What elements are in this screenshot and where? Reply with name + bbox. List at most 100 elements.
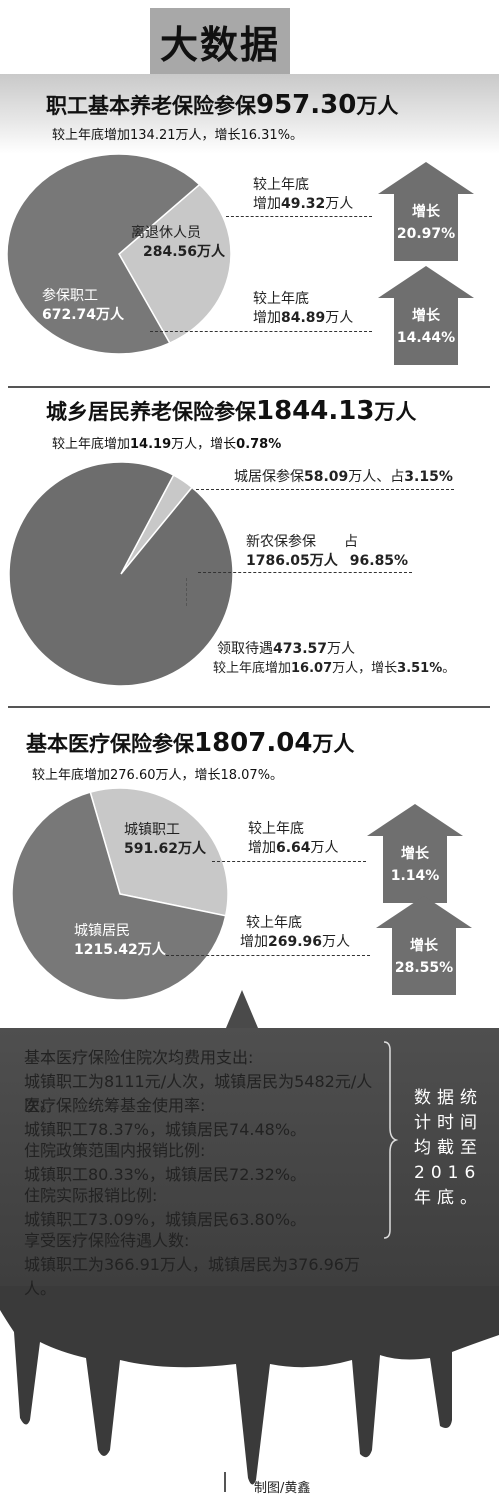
section2-slice-a-pct: 3.15% [404, 469, 453, 485]
pie-slice-b [6, 153, 201, 355]
section1-inc-b-value: 84.89 [281, 310, 326, 326]
section3-title-unit: 万人 [312, 732, 355, 756]
section2-receive-unit: 万人 [327, 641, 356, 657]
section2-slice-a-mid: 万人、占 [348, 469, 405, 485]
section2-slice-b-value: 1786.05万人 [246, 553, 338, 569]
section2-subtitle-mid: 万人，增长 [171, 437, 237, 452]
section2-slice-b-pct: 96.85% [349, 553, 409, 569]
section1-arrow-b-value: 14.44% [396, 330, 456, 346]
section3-inc-b-value: 269.96 [268, 934, 323, 950]
section1-title-value: 957.30 [256, 90, 357, 120]
section3-dash-b [166, 955, 370, 956]
arrow-up-icon [378, 266, 474, 298]
section3-pie [11, 787, 229, 1001]
section2-receive: 领取待遇473.57万人 较上年底增加16.07万人，增长3.51%。 [213, 640, 455, 678]
section3-slice-b-label: 城镇居民 1215.42万人 [74, 922, 166, 960]
section2-receive-inc-pct: 3.51% [397, 661, 443, 676]
section3-inc-a-unit: 万人 [310, 840, 339, 856]
section1-slice-a-value: 284.56万人 [143, 244, 226, 260]
arrow-up-icon [378, 162, 474, 194]
section2-receive-inc-value: 16.07 [291, 661, 333, 676]
section2-slice-a-label: 城居保参保58.09万人、占3.15% [234, 468, 453, 487]
section1-arrow-b-label: 增长 [412, 308, 440, 324]
section1-inc-b-unit: 万人 [325, 310, 354, 326]
panel-item-answer: 城镇职工80.33%，城镇居民72.32%。 [24, 1165, 307, 1184]
section1-slice-b-label: 参保职工 672.74万人 [42, 287, 124, 325]
section2-receive-inc-end: 。 [442, 661, 456, 676]
section1-title-unit: 万人 [356, 94, 399, 118]
section1-inc-a-line1: 较上年底 [253, 177, 309, 193]
section3-inc-a: 较上年底 增加6.64万人 [248, 820, 339, 858]
section3-slice-b-value: 1215.42万人 [74, 942, 166, 958]
section1-inc-a-unit: 万人 [325, 196, 354, 212]
section2-title-unit: 万人 [374, 400, 417, 424]
section1-inc-a-value: 49.32 [281, 196, 326, 212]
section2-subtitle-prefix: 较上年底增加 [52, 437, 131, 452]
section2-slice-a-text: 城居保参保 [234, 469, 304, 485]
section1-slice-a-name: 离退休人员 [131, 225, 201, 241]
pie-slice-b [11, 791, 227, 1001]
section1-inc-b-line1: 较上年底 [253, 291, 309, 307]
section2-receive-inc-mid: 万人，增长 [332, 661, 398, 676]
section2-title: 城乡居民养老保险参保1844.13万人 [46, 396, 416, 426]
section1-dash-a [226, 216, 372, 217]
section1-pie [6, 153, 232, 355]
section2-title-prefix: 城乡居民养老保险参保 [46, 400, 256, 424]
main-title-box: 大数据 [150, 8, 290, 74]
panel-item-answer: 城镇职工78.37%，城镇居民74.48%。 [24, 1120, 307, 1139]
panel-item-question: 住院政策范围内报销比例: [24, 1141, 206, 1160]
section1-arrow-b-body: 增长 14.44% [394, 297, 458, 365]
section2-dash-b [198, 572, 412, 573]
panel-item-answer: 城镇职工为366.91万人，城镇居民为376.96万人。 [24, 1255, 360, 1298]
section2-slice-b-label: 新农保参保 占 1786.05万人 96.85% [246, 533, 408, 571]
section3-arrow-b: 增长 28.55% [376, 896, 472, 996]
panel-item-answer: 城镇职工为8111元/人次，城镇居民为5482元/人次。 [24, 1072, 373, 1115]
section3-inc-a-value: 6.64 [276, 840, 311, 856]
divider-2 [8, 706, 490, 708]
section1-arrow-b: 增长 14.44% [378, 266, 474, 366]
panel-item: 住院政策范围内报销比例: 城镇职工80.33%，城镇居民72.32%。 [24, 1137, 384, 1184]
section1-inc-a: 较上年底 增加49.32万人 [253, 176, 353, 214]
panel-item-question: 住院实际报销比例: [24, 1186, 158, 1205]
section1-inc-b-prefix: 增加 [253, 310, 281, 326]
section3-slice-b-name: 城镇居民 [74, 923, 130, 939]
divider-1 [8, 386, 490, 388]
section3-arrow-b-value: 28.55% [394, 960, 454, 976]
section2-slice-a-value: 58.09 [304, 469, 349, 485]
panel-item-question: 医疗保险统筹基金使用率: [24, 1096, 206, 1115]
section3-inc-b-line1: 较上年底 [246, 915, 302, 931]
section2-receive-prefix: 领取待遇 [217, 641, 273, 657]
brace-icon [383, 1041, 399, 1239]
section3-arrow-a-body: 增长 1.14% [383, 835, 447, 903]
section2-slice-b-zhan: 占 [344, 534, 358, 550]
panel-item: 基本医疗保险住院次均费用支出: 城镇职工为8111元/人次，城镇居民为5482元… [24, 1044, 384, 1115]
section1-arrow-a-value: 20.97% [396, 226, 456, 242]
section3-slice-a-name: 城镇职工 [124, 822, 180, 838]
section3-arrow-a-label: 增长 [401, 846, 429, 862]
section2-subtitle-value2: 0.78% [236, 437, 282, 452]
section3-dash-a [212, 861, 366, 862]
section1-title-prefix: 职工基本养老保险参保 [46, 94, 256, 118]
section2-vdash [186, 578, 187, 606]
panel-note: 数据统计时间均截至2016年底。 [414, 1088, 483, 1208]
section3-title: 基本医疗保险参保1807.04万人 [26, 728, 354, 758]
section1-inc-a-prefix: 增加 [253, 196, 281, 212]
section1-arrow-a-body: 增长 20.97% [394, 193, 458, 261]
panel-item: 医疗保险统筹基金使用率: 城镇职工78.37%，城镇居民74.48%。 [24, 1092, 384, 1139]
panel-list: 基本医疗保险住院次均费用支出: 城镇职工为8111元/人次，城镇居民为5482元… [24, 1044, 384, 1298]
pie-slice-b [8, 461, 234, 686]
pie-slice-a [89, 787, 229, 917]
section3-title-value: 1807.04 [194, 728, 313, 758]
section2-slice-b-name: 新农保参保 [246, 534, 316, 550]
section3-subtitle: 较上年底增加276.60万人，增长18.07%。 [32, 768, 284, 783]
section2-receive-inc-prefix: 较上年底增加 [213, 661, 292, 676]
section3-inc-a-prefix: 增加 [248, 840, 276, 856]
section3-arrow-b-body: 增长 28.55% [392, 927, 456, 995]
section3-inc-b: 较上年底 增加269.96万人 [240, 914, 350, 952]
panel-item-answer: 城镇职工73.09%，城镇居民63.80%。 [24, 1210, 307, 1229]
section3-arrow-b-label: 增长 [410, 938, 438, 954]
panel-shape [0, 990, 499, 1485]
section1-subtitle: 较上年底增加134.21万人，增长16.31%。 [52, 128, 304, 143]
section1-dash-b [150, 331, 372, 332]
section1-title: 职工基本养老保险参保957.30万人 [46, 90, 398, 120]
